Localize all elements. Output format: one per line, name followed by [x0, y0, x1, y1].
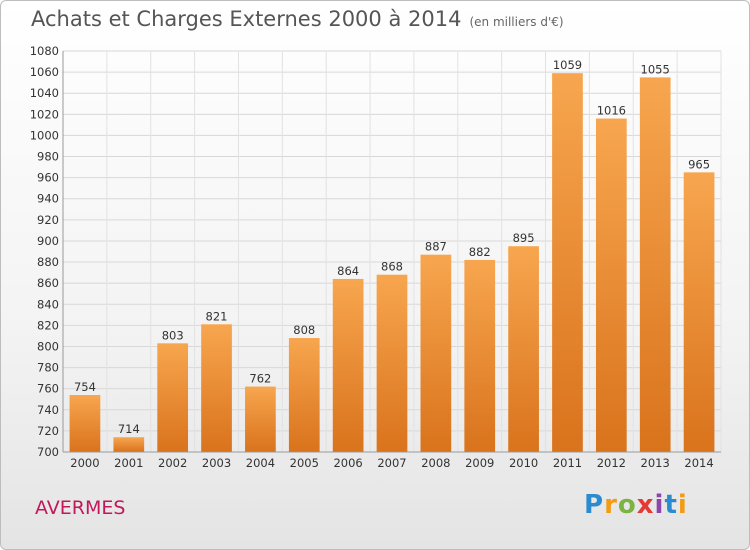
- bar-2001[interactable]: [113, 437, 145, 452]
- logo-letter: i: [677, 490, 688, 520]
- y-tick-label: 800: [37, 339, 59, 353]
- bar-2012[interactable]: [595, 118, 627, 453]
- x-tick-label-2005: 2005: [290, 456, 319, 470]
- value-label-2003: 821: [206, 309, 228, 323]
- x-tick-label-2001: 2001: [114, 456, 143, 470]
- value-label-2006: 864: [337, 264, 359, 278]
- bar-2007[interactable]: [376, 274, 408, 452]
- bar-2013[interactable]: [639, 77, 671, 452]
- town-name: AVERMES: [35, 497, 126, 519]
- value-label-2014: 965: [688, 157, 710, 171]
- y-tick-label: 720: [37, 424, 59, 438]
- y-tick-label: 980: [37, 150, 59, 164]
- bar-2006[interactable]: [332, 278, 364, 452]
- bar-2002[interactable]: [157, 343, 189, 452]
- bar-2011[interactable]: [552, 73, 583, 453]
- logo-letter: i: [654, 490, 665, 520]
- bar-2000[interactable]: [69, 395, 101, 452]
- y-tick-label: 1080: [30, 44, 59, 58]
- bar-2010[interactable]: [508, 246, 539, 452]
- y-tick-label: 1040: [30, 86, 59, 100]
- y-tick-label: 700: [37, 445, 59, 459]
- value-label-2013: 1055: [641, 62, 670, 76]
- bars: 754 714 803 821 762 808 864 868 887 882 895 1059 101…: [69, 58, 715, 453]
- x-tick-label-2006: 2006: [333, 456, 362, 470]
- value-label-2009: 882: [469, 245, 491, 259]
- y-tick-label: 820: [37, 318, 59, 332]
- value-label-2012: 1016: [597, 104, 626, 118]
- y-tick-label: 1000: [30, 128, 59, 142]
- x-tick-label-2009: 2009: [465, 456, 494, 470]
- value-label-2007: 868: [381, 260, 403, 274]
- y-tick-label: 940: [37, 192, 59, 206]
- x-tick-label-2010: 2010: [509, 456, 538, 470]
- x-tick-label-2014: 2014: [684, 456, 713, 470]
- y-tick-label: 1060: [30, 65, 59, 79]
- bar-2003[interactable]: [201, 324, 232, 452]
- value-label-2002: 803: [162, 328, 184, 342]
- chart-title-text: Achats et Charges Externes 2000 à 2014: [31, 7, 462, 31]
- y-tick-label: 1020: [30, 107, 59, 121]
- x-tick-label-2013: 2013: [641, 456, 670, 470]
- x-tick-label-2011: 2011: [553, 456, 582, 470]
- bar-2008[interactable]: [420, 254, 452, 452]
- y-tick-label: 960: [37, 171, 59, 185]
- x-tick-label-2004: 2004: [246, 456, 275, 470]
- axes: 700 720 740 760 780 800 820 840 860 880 900 920 940 9…: [30, 44, 721, 470]
- logo-letter: o: [617, 490, 637, 520]
- bar-2009[interactable]: [464, 259, 496, 452]
- bar-2004[interactable]: [245, 386, 276, 452]
- y-tick-label: 860: [37, 276, 59, 290]
- value-label-2004: 762: [249, 372, 271, 386]
- chart-title: Achats et Charges Externes 2000 à 2014 (e…: [31, 7, 564, 31]
- x-tick-label-2002: 2002: [158, 456, 187, 470]
- x-tick-label-2000: 2000: [70, 456, 99, 470]
- logo-letter: r: [604, 490, 618, 520]
- y-tick-label: 920: [37, 213, 59, 227]
- x-tick-label-2008: 2008: [421, 456, 450, 470]
- y-tick-label: 880: [37, 255, 59, 269]
- x-tick-label-2003: 2003: [202, 456, 231, 470]
- logo-letter: t: [664, 490, 678, 520]
- bar-2014[interactable]: [683, 172, 715, 452]
- value-label-2011: 1059: [553, 58, 582, 72]
- logo-letter: x: [636, 490, 655, 520]
- y-tick-label: 760: [37, 382, 59, 396]
- x-tick-label-2012: 2012: [597, 456, 626, 470]
- bar-2005[interactable]: [288, 338, 320, 452]
- value-label-2001: 714: [118, 422, 140, 436]
- y-tick-label: 780: [37, 361, 59, 375]
- proxiti-logo[interactable]: Proxiti: [584, 490, 688, 520]
- y-tick-label: 900: [37, 234, 59, 248]
- value-label-2010: 895: [513, 231, 535, 245]
- logo-letter: P: [584, 490, 605, 520]
- y-tick-label: 740: [37, 403, 59, 417]
- x-tick-label-2007: 2007: [377, 456, 406, 470]
- value-label-2000: 754: [74, 380, 96, 394]
- value-label-2008: 887: [425, 240, 447, 254]
- y-tick-label: 840: [37, 297, 59, 311]
- value-label-2005: 808: [293, 323, 315, 337]
- chart-unit: (en milliers d'€): [469, 15, 564, 29]
